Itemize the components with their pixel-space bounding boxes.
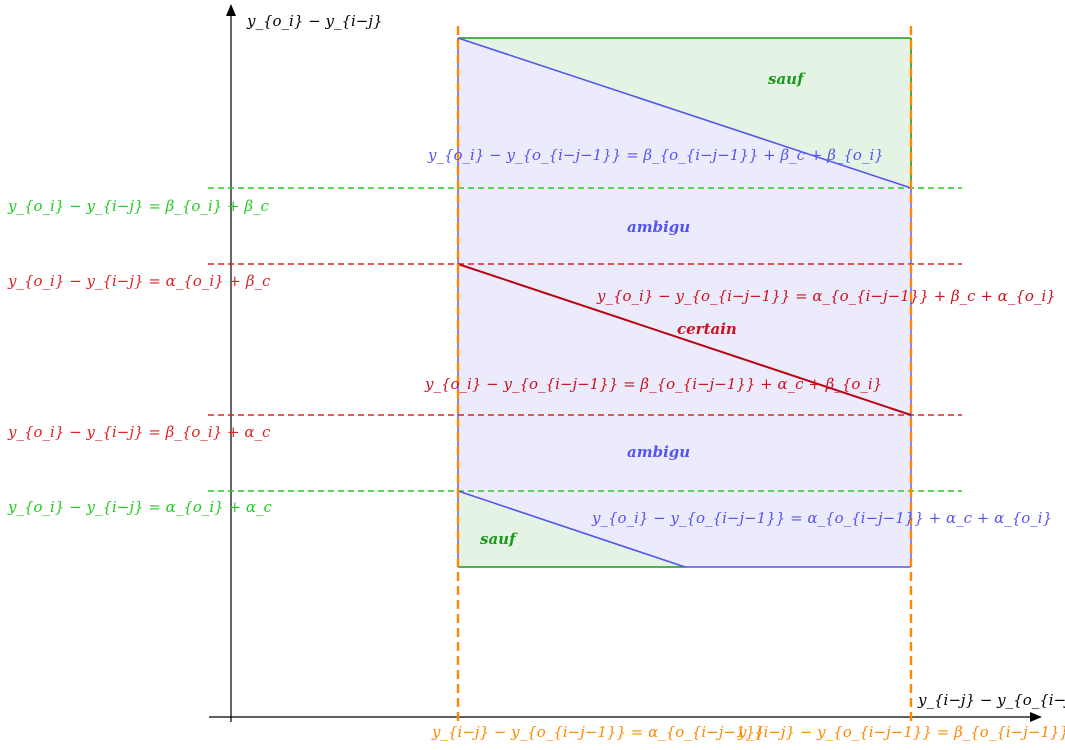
region-safe-top-label: sauf — [768, 70, 806, 88]
guide-alpha-alpha-label: y_{o_i} − y_{i−j} = α_{o_i} + α_c — [7, 498, 272, 516]
diagonal-alpha-beta-alpha-label: y_{o_i} − y_{o_{i−j−1}} = α_{o_{i−j−1}} … — [596, 287, 1056, 305]
region-ambiguous-top-label: ambigu — [627, 218, 690, 236]
region-ambiguous-bottom-label: ambigu — [627, 443, 690, 461]
region-certain-label: certain — [677, 320, 737, 338]
guide-alpha-beta-label: y_{o_i} − y_{i−j} = α_{o_i} + β_c — [7, 272, 271, 290]
guide-beta-alpha-label: y_{o_i} − y_{i−j} = β_{o_i} + α_c — [7, 423, 271, 441]
region-ambiguous-fill — [458, 38, 911, 567]
region-safe-bottom-label: sauf — [480, 530, 518, 548]
vertical-alpha-label: y_{i−j} − y_{o_{i−j−1}} = α_{o_{i−j−1}} — [431, 723, 765, 741]
guide-beta-beta-label: y_{o_i} − y_{i−j} = β_{o_i} + β_c — [7, 197, 270, 215]
diagonal-beta-beta-beta-label: y_{o_i} − y_{o_{i−j−1}} = β_{o_{i−j−1}} … — [427, 146, 884, 164]
diagonal-alpha-alpha-alpha — [457, 490, 686, 568]
y-axis-label: y_{o_i} − y_{i−j} — [246, 12, 383, 30]
diagonal-beta-beta-beta — [457, 37, 912, 189]
diagonal-certain — [457, 263, 912, 416]
x-axis-label: y_{i−j} − y_{o_{i−j−1}} — [917, 691, 1065, 709]
diagonal-beta-alpha-beta-label: y_{o_i} − y_{o_{i−j−1}} = β_{o_{i−j−1}} … — [424, 375, 882, 393]
diagonal-alpha-alpha-alpha-label: y_{o_i} − y_{o_{i−j−1}} = α_{o_{i−j−1}} … — [591, 509, 1052, 527]
vertical-beta-label: y_{i−j} − y_{o_{i−j−1}} = β_{o_{i−j−1}} — [737, 723, 1065, 741]
